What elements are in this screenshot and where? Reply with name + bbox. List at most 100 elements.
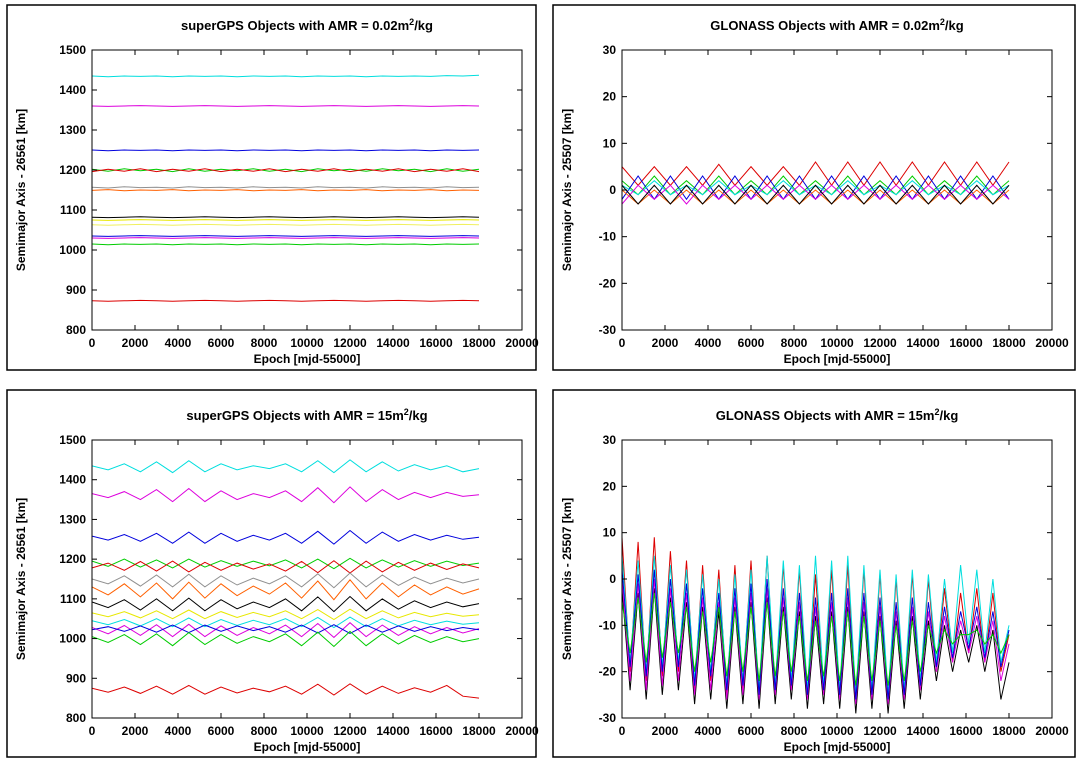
x-tick-label: 10000 [820,724,854,738]
data-line [622,592,1010,686]
data-line [622,189,1010,205]
chart-title: GLONASS Objects with AMR = 0.02m2/kg [710,17,963,33]
data-line [92,572,480,589]
data-line [92,486,480,504]
x-tick-label: 2000 [652,336,679,350]
y-tick-label: 20 [603,90,617,104]
data-line [92,216,480,219]
x-tick-label: 12000 [863,724,897,738]
x-tick-label: 6000 [738,724,765,738]
data-line [92,235,480,237]
y-tick-label: 1500 [59,433,86,447]
x-tick-label: 18000 [992,724,1026,738]
x-tick-label: 8000 [251,724,278,738]
x-tick-label: 4000 [695,724,722,738]
x-tick-label: 12000 [333,724,367,738]
title-part: 2 [409,17,414,27]
y-axis-label: Semimajor Axis - 25507 [km] [560,109,574,271]
y-tick-label: 1300 [59,512,86,526]
y-tick-label: 1000 [59,243,86,257]
y-tick-label: -20 [599,276,617,290]
x-tick-label: 4000 [165,724,192,738]
y-tick-label: -10 [599,618,617,632]
x-tick-label: 14000 [376,724,410,738]
y-tick-label: -30 [599,711,617,725]
data-line [92,168,480,173]
panel: 0 2000 4000 6000 8000 10000 12000 14000 16000 180… [6,4,539,371]
x-tick-label: 8000 [251,336,278,350]
title-part: GLONASS Objects with AMR = 15m [716,408,935,423]
plot-area [622,537,1010,714]
data-line [92,624,480,634]
y-axis-label: Semimajor Axis - 26561 [km] [14,109,28,271]
data-line [92,560,480,574]
x-tick-label: 4000 [695,336,722,350]
y-tick-label: 1400 [59,473,86,487]
x-tick-label: 8000 [781,336,808,350]
x-tick-label: 20000 [1035,336,1069,350]
data-line [92,189,480,192]
x-tick-label: 0 [619,336,626,350]
panel: 0 2000 4000 6000 8000 10000 12000 14000 16000 180… [552,4,1076,371]
x-tick-label: 8000 [781,724,808,738]
x-axis-label: Epoch [mjd-55000] [254,740,361,754]
y-tick-label: 1200 [59,163,86,177]
x-tick-label: 20000 [1035,724,1069,738]
plot-area [622,161,1010,205]
data-line [92,105,480,107]
x-tick-label: 18000 [462,724,496,738]
y-tick-label: 900 [66,283,86,297]
data-line [92,683,480,699]
title-part: 2 [404,407,409,417]
data-line [92,622,480,639]
x-tick-label: 10000 [290,336,324,350]
panel: 0 2000 4000 6000 8000 10000 12000 14000 16000 180… [552,389,1076,758]
x-axis-label: Epoch [mjd-55000] [784,352,891,366]
y-tick-label: 10 [603,526,617,540]
title-part: GLONASS Objects with AMR = 0.02m [710,18,940,33]
data-line [92,557,480,570]
x-tick-label: 0 [89,336,96,350]
y-tick-label: 1300 [59,123,86,137]
title-part: /kg [945,18,964,33]
x-tick-label: 0 [619,724,626,738]
y-tick-label: -10 [599,230,617,244]
data-line [92,219,480,221]
x-axis-label: Epoch [mjd-55000] [784,740,891,754]
x-tick-label: 0 [89,724,96,738]
y-tick-label: 1400 [59,83,86,97]
y-tick-label: 10 [603,136,617,150]
data-line [622,569,1010,700]
x-tick-label: 14000 [376,336,410,350]
data-line [622,184,1010,205]
data-line [622,161,1010,187]
data-line [92,168,480,173]
data-line [92,459,480,474]
data-line [92,630,480,648]
data-line [92,223,480,226]
data-line [92,74,480,78]
x-tick-label: 20000 [505,724,539,738]
x-tick-label: 12000 [863,336,897,350]
y-tick-label: 900 [66,671,86,685]
y-tick-label: 0 [609,183,616,197]
y-axis-label: Semimajor Axis - 25507 [km] [560,498,574,660]
data-line [622,175,1010,196]
data-line [622,555,1010,695]
data-line [622,537,1010,705]
y-tick-label: -30 [599,323,617,337]
title-part: superGPS Objects with AMR = 0.02m [181,18,409,33]
data-line [92,579,480,601]
x-tick-label: 20000 [505,336,539,350]
x-tick-label: 4000 [165,336,192,350]
chart-title: GLONASS Objects with AMR = 15m2/kg [716,407,959,423]
x-tick-label: 10000 [820,336,854,350]
data-line [92,149,480,152]
y-tick-label: 1200 [59,552,86,566]
y-tick-label: 20 [603,479,617,493]
data-line [92,616,480,629]
y-tick-label: 30 [603,433,617,447]
x-tick-label: 18000 [462,336,496,350]
x-tick-label: 16000 [419,336,453,350]
